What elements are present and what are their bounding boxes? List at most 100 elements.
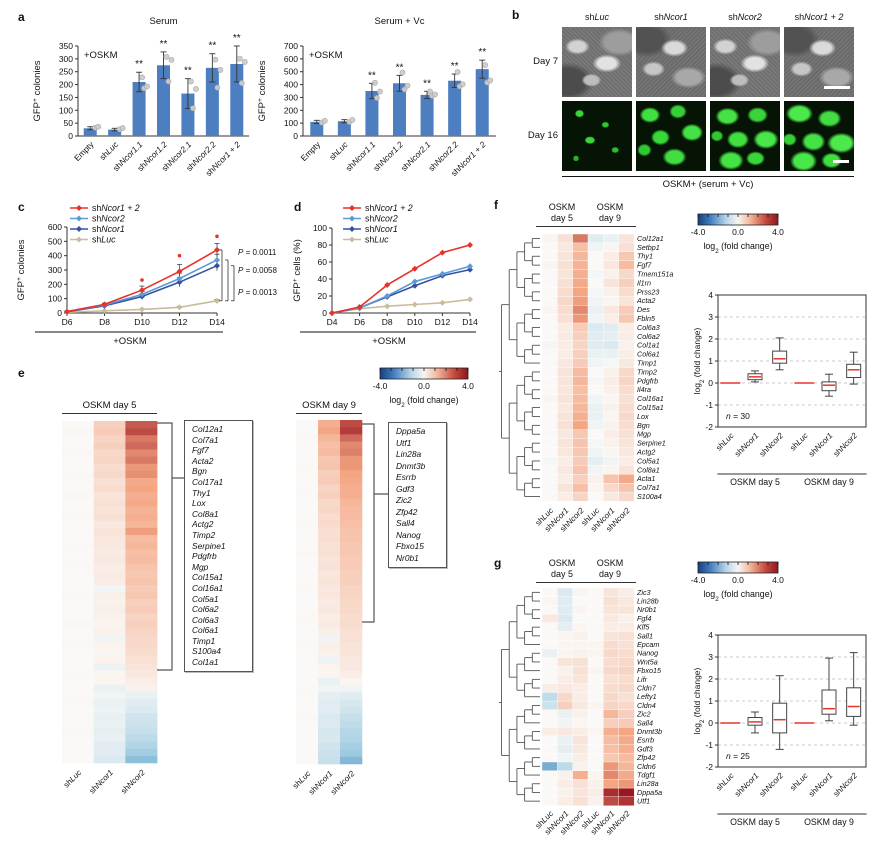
svg-text:D4: D4 bbox=[327, 317, 338, 327]
micrograph-column-header: shLuc bbox=[584, 12, 610, 22]
svg-text:shLuc: shLuc bbox=[788, 771, 809, 792]
svg-text:D8: D8 bbox=[99, 317, 110, 327]
micrograph-day16-shluc bbox=[562, 101, 632, 171]
svg-text:shNcor2: shNcor2 bbox=[758, 771, 786, 799]
svg-text:Empty: Empty bbox=[72, 139, 96, 163]
svg-text:0: 0 bbox=[708, 718, 713, 728]
svg-text:Zic3: Zic3 bbox=[636, 588, 651, 597]
bracket-day9 bbox=[362, 423, 389, 623]
svg-text:100: 100 bbox=[59, 105, 73, 115]
svg-text:Cldn6: Cldn6 bbox=[637, 762, 656, 771]
svg-text:Cldn7: Cldn7 bbox=[637, 683, 657, 692]
gene-label: Serpine1 bbox=[192, 540, 226, 551]
svg-text:200: 200 bbox=[284, 105, 298, 115]
svg-text:shNcor1: shNcor1 bbox=[807, 771, 834, 798]
panel-c-letter: c bbox=[18, 200, 25, 214]
svg-text:**: ** bbox=[396, 62, 404, 73]
micrograph-column-header: shNcor1 bbox=[654, 12, 688, 22]
gene-label: Col17a1 bbox=[192, 476, 224, 487]
gene-label: Timp1 bbox=[192, 635, 216, 646]
micrograph-column-header: shNcor1 + 2 bbox=[794, 12, 844, 22]
svg-text:500: 500 bbox=[48, 236, 62, 246]
gene-label: Col1a1 bbox=[192, 657, 219, 668]
svg-text:4.0: 4.0 bbox=[772, 575, 784, 585]
f-header-day9: OSKM day 9 bbox=[584, 202, 636, 227]
gene-label: Bgn bbox=[192, 466, 207, 477]
svg-text:shNcor1: shNcor1 bbox=[365, 224, 398, 234]
svg-text:OSKM day 5: OSKM day 5 bbox=[730, 477, 780, 487]
svg-text:+OSKM: +OSKM bbox=[309, 50, 343, 61]
svg-text:Fbln5: Fbln5 bbox=[637, 314, 656, 323]
svg-text:GFP+ colonies: GFP+ colonies bbox=[16, 239, 28, 300]
svg-text:shLuc: shLuc bbox=[327, 139, 350, 162]
svg-text:n = 30: n = 30 bbox=[726, 411, 750, 421]
line-chart-gfp-cells: 0 20 40 60 80 100 GFP+ cells (%) D4 D6 D8 D10 D12 D1… bbox=[292, 203, 479, 347]
gene-label: Gdf3 bbox=[396, 483, 415, 494]
svg-text:Gdf3: Gdf3 bbox=[637, 744, 653, 753]
svg-text:200: 200 bbox=[59, 80, 73, 90]
svg-text:shNcor1: shNcor1 bbox=[92, 224, 125, 234]
svg-text:Des: Des bbox=[637, 305, 650, 314]
svg-text:shLuc: shLuc bbox=[788, 431, 809, 452]
svg-text:0.0: 0.0 bbox=[418, 381, 430, 391]
svg-text:**: ** bbox=[135, 59, 143, 70]
svg-text:shNcor2: shNcor2 bbox=[365, 214, 398, 224]
heatmap-g: Zic3Lin28bNr0b1Fgf4Klf5Sall1EpcamNanogWn… bbox=[499, 588, 662, 836]
svg-text:Fgf4: Fgf4 bbox=[637, 614, 651, 623]
svg-text:0: 0 bbox=[68, 131, 73, 141]
svg-text:100: 100 bbox=[48, 294, 62, 304]
svg-text:Col6a2: Col6a2 bbox=[637, 332, 660, 341]
gene-box-day5: Col12a1 Col7a1 Fgf7 Acta2 Bgn Col17a1 Thy1 Lox C… bbox=[184, 420, 253, 672]
svg-text:Nr0b1: Nr0b1 bbox=[637, 605, 657, 614]
svg-text:Il1rn: Il1rn bbox=[637, 278, 651, 287]
svg-text:D8: D8 bbox=[382, 317, 393, 327]
svg-text:Serum + Vc: Serum + Vc bbox=[375, 16, 425, 27]
svg-text:Nanog: Nanog bbox=[637, 649, 658, 658]
svg-text:OSKM day 5: OSKM day 5 bbox=[730, 817, 780, 827]
gene-label: Lox bbox=[192, 498, 206, 509]
panel-a-letter: a bbox=[18, 10, 25, 24]
svg-text:**: ** bbox=[368, 70, 376, 81]
gene-label: Dppa5a bbox=[396, 426, 426, 436]
svg-text:+OSKM: +OSKM bbox=[84, 50, 118, 61]
gene-label: Col6a1 bbox=[192, 625, 219, 636]
svg-text:Dppa5a: Dppa5a bbox=[637, 788, 662, 797]
gene-label: S100a4 bbox=[192, 646, 221, 657]
svg-text:P = 0.0013: P = 0.0013 bbox=[238, 288, 277, 297]
gene-label: Actg2 bbox=[192, 519, 214, 530]
svg-text:shNcor2: shNcor2 bbox=[119, 768, 147, 796]
svg-text:0.0: 0.0 bbox=[732, 227, 744, 237]
micrograph-day7-shluc bbox=[562, 27, 632, 97]
svg-text:**: ** bbox=[184, 66, 192, 77]
svg-text:log2 (fold change): log2 (fold change) bbox=[703, 241, 772, 255]
svg-text:3: 3 bbox=[708, 652, 713, 662]
svg-text:4: 4 bbox=[708, 290, 713, 300]
svg-text:log2 (fold change): log2 (fold change) bbox=[703, 589, 772, 603]
svg-text:Dnmt3b: Dnmt3b bbox=[637, 727, 662, 736]
gene-label: Col6a3 bbox=[192, 614, 219, 625]
svg-text:-1: -1 bbox=[705, 400, 713, 410]
svg-text:D12: D12 bbox=[172, 317, 188, 327]
day16-row-label: Day 16 bbox=[527, 130, 558, 141]
svg-text:shLuc: shLuc bbox=[365, 235, 389, 245]
gene-label: Col8a1 bbox=[192, 508, 219, 519]
svg-text:60: 60 bbox=[318, 257, 328, 267]
svg-text:Sall4: Sall4 bbox=[637, 718, 653, 727]
gene-label: Nr0b1 bbox=[396, 552, 419, 563]
svg-text:Col12a1: Col12a1 bbox=[637, 234, 664, 243]
svg-text:Pdgfrb: Pdgfrb bbox=[637, 376, 658, 385]
heatmap-e-day9-header: OSKM day 9 bbox=[296, 400, 362, 414]
svg-text:Esrrb: Esrrb bbox=[637, 736, 654, 745]
svg-text:Tmem151a: Tmem151a bbox=[637, 270, 673, 279]
svg-text:Col15a1: Col15a1 bbox=[637, 403, 664, 412]
svg-text:shLuc: shLuc bbox=[62, 768, 83, 789]
gene-label: Thy1 bbox=[192, 487, 211, 498]
svg-text:Empty: Empty bbox=[299, 139, 323, 163]
svg-text:300: 300 bbox=[284, 92, 298, 102]
svg-text:shNcor2: shNcor2 bbox=[758, 431, 786, 459]
gene-label: Col6a2 bbox=[192, 604, 219, 615]
svg-text:600: 600 bbox=[48, 222, 62, 232]
svg-text:Mgp: Mgp bbox=[637, 430, 651, 439]
